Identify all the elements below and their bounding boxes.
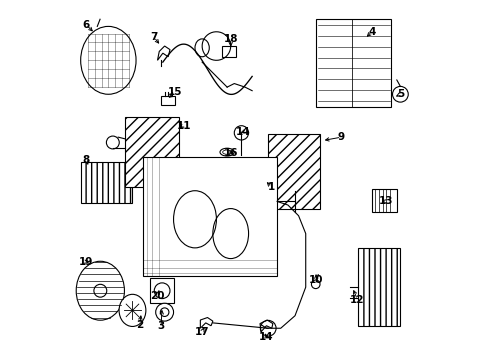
Ellipse shape (76, 261, 124, 320)
Text: 13: 13 (379, 197, 393, 206)
Ellipse shape (220, 148, 234, 156)
Text: 11: 11 (177, 121, 192, 131)
Ellipse shape (222, 150, 232, 154)
Circle shape (156, 303, 173, 321)
Bar (125, 117, 179, 187)
Circle shape (260, 320, 276, 336)
Text: 2: 2 (136, 320, 143, 330)
Bar (150, 278, 173, 303)
Circle shape (160, 308, 169, 316)
Text: 7: 7 (150, 32, 158, 42)
Text: 18: 18 (223, 34, 238, 44)
Text: 1: 1 (268, 182, 275, 192)
Circle shape (154, 283, 170, 298)
Circle shape (234, 126, 248, 140)
Text: 15: 15 (168, 87, 183, 98)
Text: 5: 5 (397, 89, 404, 99)
Circle shape (312, 280, 320, 289)
Ellipse shape (119, 294, 146, 327)
Text: 14: 14 (259, 332, 274, 342)
Circle shape (392, 86, 408, 102)
Circle shape (94, 284, 107, 297)
Bar (161, 96, 175, 105)
Text: 19: 19 (79, 257, 93, 267)
Bar (222, 46, 236, 57)
Bar (372, 189, 397, 212)
Text: 9: 9 (338, 132, 345, 142)
Text: 12: 12 (350, 295, 365, 305)
Text: 3: 3 (157, 321, 165, 332)
Text: 8: 8 (82, 156, 90, 165)
Text: 17: 17 (195, 327, 209, 337)
Text: 16: 16 (223, 148, 238, 158)
Bar (317, 19, 392, 107)
Text: 14: 14 (236, 127, 250, 137)
Text: 4: 4 (368, 27, 375, 37)
Ellipse shape (195, 39, 209, 57)
Bar (358, 248, 400, 327)
Text: 20: 20 (150, 291, 165, 301)
Bar (143, 157, 277, 276)
Text: 10: 10 (309, 275, 324, 285)
Bar (268, 134, 320, 208)
Circle shape (106, 136, 119, 149)
Text: 6: 6 (82, 19, 90, 30)
Bar (81, 162, 132, 203)
Ellipse shape (81, 26, 136, 94)
